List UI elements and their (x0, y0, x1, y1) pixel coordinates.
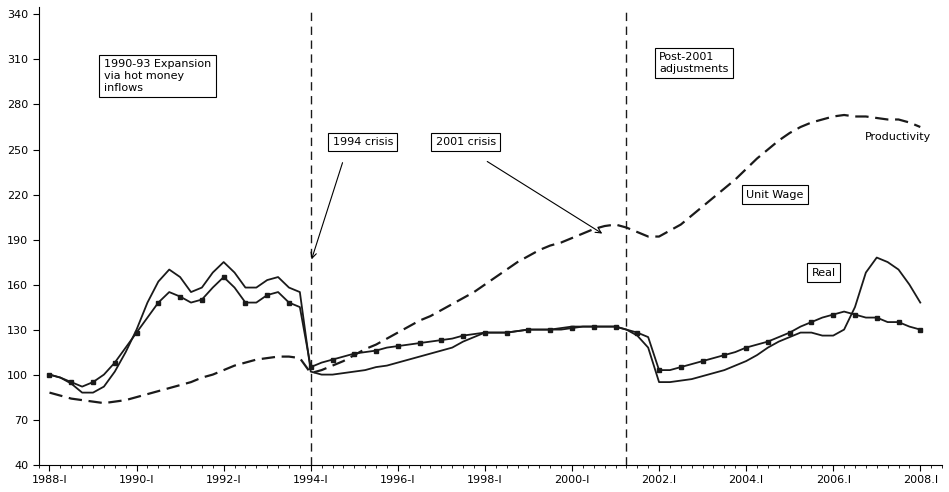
Text: 2001 crisis: 2001 crisis (436, 137, 496, 147)
Text: Real: Real (811, 268, 835, 277)
Text: Unit Wage: Unit Wage (746, 189, 804, 200)
Text: Productivity: Productivity (865, 132, 931, 143)
Text: Post-2001
adjustments: Post-2001 adjustments (659, 52, 729, 74)
Text: 1990-93 Expansion
via hot money
inflows: 1990-93 Expansion via hot money inflows (104, 60, 212, 92)
Text: 1994 crisis: 1994 crisis (332, 137, 393, 147)
